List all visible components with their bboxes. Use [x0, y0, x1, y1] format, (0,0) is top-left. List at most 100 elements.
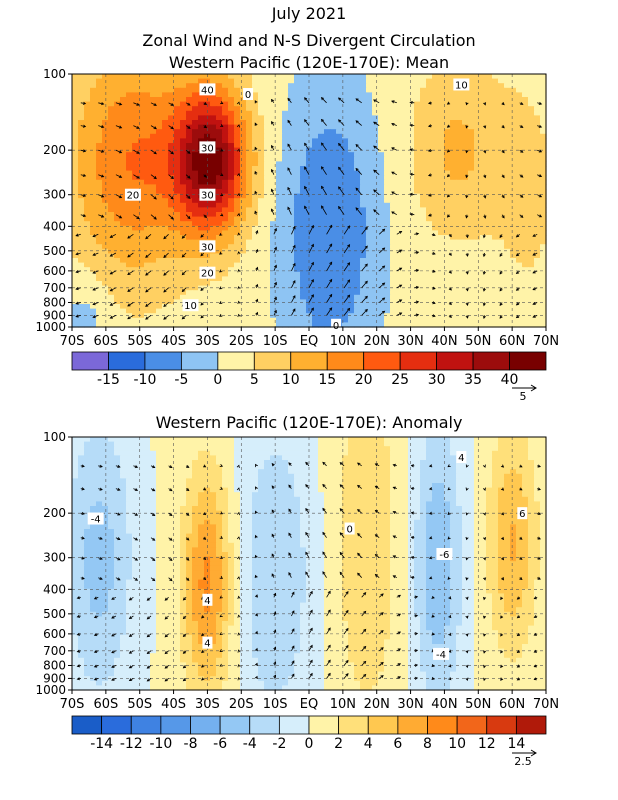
wind-vector-head: [327, 644, 331, 648]
wind-vector-head: [320, 118, 325, 123]
wind-vector: [304, 166, 310, 175]
y-tick-label: 200: [43, 506, 66, 520]
colorbar-label: 5: [250, 372, 259, 388]
wind-vector: [373, 169, 380, 176]
contour-label: 6: [519, 509, 525, 520]
wind-vector-head: [499, 302, 503, 306]
x-tick-label: 70S: [60, 334, 85, 349]
wind-vector-head: [236, 556, 241, 560]
wind-vector: [98, 174, 104, 178]
wind-vector-head: [483, 577, 487, 581]
wind-vector-head: [181, 254, 185, 258]
wind-vector-head: [448, 614, 452, 619]
wind-vector-head: [500, 633, 504, 637]
wind-vector-head: [482, 253, 486, 258]
wind-vector-head: [237, 676, 241, 681]
wind-vector-head: [170, 216, 174, 220]
wind-vector-head: [532, 270, 536, 274]
wind-vector-head: [465, 149, 469, 154]
wind-vector-head: [118, 125, 123, 129]
wind-vector: [291, 295, 296, 303]
x-tick-label: 50N: [465, 697, 491, 712]
wind-vector: [133, 149, 140, 154]
wind-vector-head: [182, 650, 186, 654]
wind-vector-head: [322, 461, 326, 465]
wind-vector-head: [304, 97, 308, 101]
wind-vector-head: [310, 278, 314, 283]
wind-vector: [115, 194, 122, 198]
wind-vector-head: [374, 463, 379, 467]
wind-vector-head: [93, 596, 98, 600]
wind-vector-head: [501, 536, 505, 541]
wind-vector-head: [255, 463, 258, 468]
wind-vector: [378, 282, 385, 289]
wind-vector-head: [520, 174, 524, 178]
wind-vector: [326, 294, 333, 303]
wind-vector: [378, 265, 385, 272]
wind-vector-head: [271, 462, 275, 467]
colorbar-label: 35: [464, 372, 482, 388]
wind-vector-head: [81, 487, 85, 491]
wind-vector-head: [538, 101, 543, 105]
wind-vector-head: [483, 650, 487, 654]
contour-label-box: [199, 240, 216, 253]
wind-vector: [338, 119, 345, 126]
wind-vector: [308, 660, 313, 666]
wind-vector-head: [447, 464, 451, 468]
wind-vector-head: [146, 634, 150, 638]
colorbar: -14 -12 -10 -8 -6 -4 -2 0 2 4 6 8 10 12 14: [71, 715, 547, 752]
x-tick-label: 70N: [533, 697, 559, 712]
wind-vector-head: [380, 612, 384, 616]
x-tick-label: 10S: [263, 334, 288, 349]
colorbar-swatch: [326, 351, 365, 371]
wind-vector-head: [382, 265, 386, 269]
wind-vector-head: [415, 232, 420, 236]
x-tick-label: EQ: [300, 697, 318, 712]
wind-vector-head: [182, 597, 187, 601]
wind-vector: [291, 628, 295, 635]
wind-vector: [304, 186, 310, 195]
wind-vector-head: [483, 557, 487, 561]
wind-vector-head: [271, 120, 274, 125]
wind-vector-head: [428, 487, 433, 491]
colorbar-label: 12: [478, 736, 496, 752]
wind-vector-head: [482, 615, 487, 619]
wind-vector: [396, 312, 402, 316]
wind-vector-head: [237, 649, 241, 653]
wind-vector-head: [305, 484, 309, 488]
y-tick-label: 600: [43, 264, 66, 278]
wind-vector-head: [170, 126, 174, 130]
wind-vector-head: [499, 271, 503, 275]
wind-vector-head: [202, 512, 207, 516]
wind-vector: [326, 225, 333, 235]
wind-vector-head: [414, 632, 419, 636]
wind-vector-head: [482, 288, 486, 292]
wind-vector-head: [380, 630, 384, 634]
wind-vector-head: [448, 301, 452, 306]
reference-arrow-head: [530, 749, 537, 757]
wind-vector-head: [81, 556, 85, 560]
wind-vector-head: [237, 268, 241, 273]
wind-vector: [308, 294, 314, 303]
wind-vector: [291, 610, 295, 617]
wind-vector-head: [145, 289, 149, 293]
wind-vector-head: [304, 119, 308, 123]
wind-vector: [391, 191, 397, 196]
colorbar-swatch: [101, 715, 132, 735]
wind-vector-head: [164, 616, 168, 620]
wind-vector: [361, 227, 368, 235]
wind-vector-head: [254, 554, 258, 559]
wind-vector-head: [270, 208, 274, 212]
wind-vector-head: [380, 661, 384, 666]
reference-vector-label: 5: [520, 390, 527, 403]
wind-vector-head: [304, 142, 308, 146]
wind-vector-head: [182, 633, 186, 637]
wind-vector-head: [136, 216, 140, 220]
wind-vector-head: [111, 650, 115, 654]
wind-vector-head: [392, 463, 396, 467]
wind-vector-head: [391, 147, 395, 151]
wind-vector-head: [218, 313, 223, 317]
wind-vector: [110, 302, 117, 306]
wind-vector-head: [100, 174, 105, 178]
wind-vector-head: [186, 557, 190, 561]
